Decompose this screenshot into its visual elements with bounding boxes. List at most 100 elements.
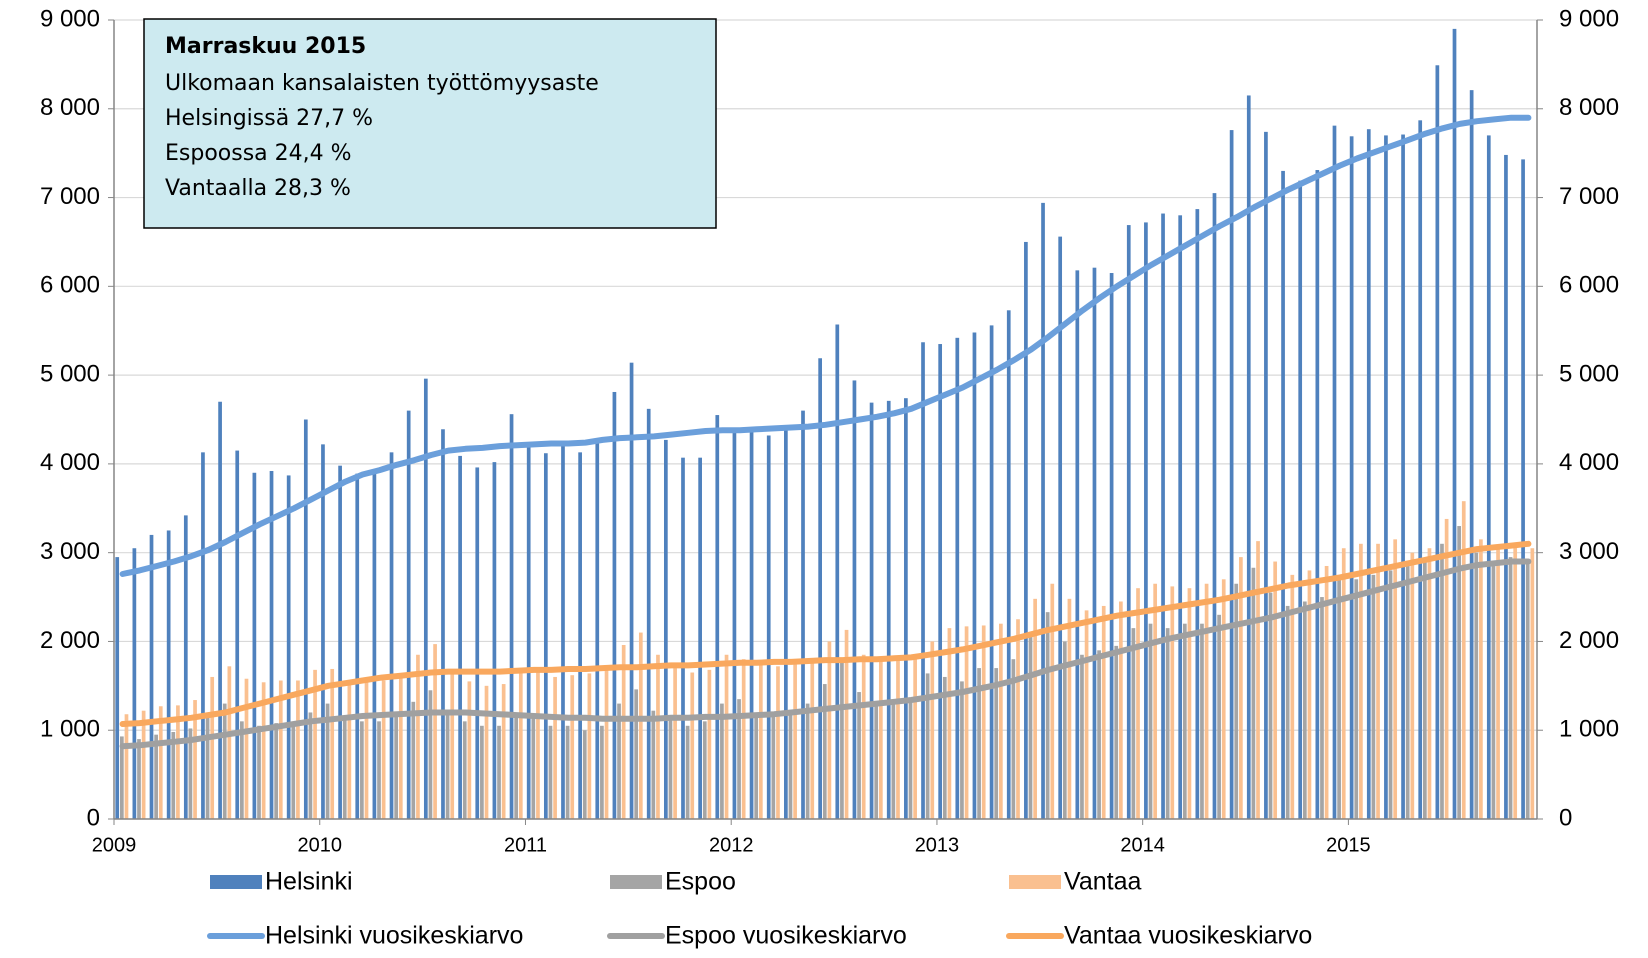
bar [1405, 565, 1410, 819]
bar [1239, 557, 1243, 819]
bar [360, 721, 364, 819]
bar [1388, 570, 1393, 819]
bar [1217, 614, 1221, 819]
bar [1376, 543, 1380, 819]
bar [913, 654, 917, 819]
bar [480, 725, 484, 819]
bar [244, 678, 249, 819]
bar [1229, 130, 1234, 819]
annotation-line: Vantaalla 28,3 % [165, 176, 351, 201]
bar [188, 728, 193, 819]
bar [1264, 131, 1268, 820]
x-tick-label: 2012 [709, 834, 754, 856]
bar [240, 721, 244, 819]
bar [977, 668, 981, 819]
legend-label: Helsinki [265, 868, 353, 896]
bar [548, 725, 553, 819]
bar [120, 736, 124, 819]
y-tick-label: 6 000 [40, 272, 100, 299]
bar [904, 398, 908, 819]
bar [330, 668, 335, 819]
bar [274, 723, 279, 819]
bar [651, 710, 656, 819]
x-tick-label: 2011 [504, 834, 547, 856]
bar [210, 676, 215, 819]
bar [1148, 623, 1153, 819]
bar [942, 676, 947, 819]
bar [707, 669, 712, 819]
bar [852, 380, 857, 819]
bar [1251, 567, 1256, 819]
bar [1028, 632, 1033, 819]
bar [158, 706, 163, 819]
marks [115, 28, 1535, 820]
bar [685, 725, 690, 819]
bar [377, 721, 381, 819]
bar [1457, 526, 1461, 819]
bar [428, 690, 433, 819]
bar [1418, 120, 1423, 819]
bar [857, 692, 861, 819]
x-tick-label: 2014 [1120, 834, 1165, 856]
bar [296, 680, 300, 819]
bar [115, 557, 120, 819]
bar [1109, 273, 1114, 819]
bar [1268, 592, 1273, 819]
bar [193, 700, 197, 819]
y2-tick-label: 1 000 [1559, 716, 1619, 743]
bar [1491, 561, 1496, 819]
bar [600, 725, 604, 819]
bar [1050, 583, 1055, 819]
bar [1114, 645, 1119, 819]
bar [925, 673, 930, 819]
bar [1101, 605, 1106, 819]
y2-tick-label: 8 000 [1559, 94, 1619, 121]
y2-tick-label: 5 000 [1559, 360, 1619, 387]
bar [201, 452, 205, 819]
bar [1195, 209, 1200, 819]
bar [137, 739, 141, 819]
bar [673, 668, 677, 819]
bar [565, 725, 570, 819]
bar [1504, 154, 1508, 820]
bar [570, 675, 575, 819]
bar [1298, 180, 1303, 820]
bar [1341, 548, 1346, 819]
bar [501, 684, 506, 819]
bar [741, 659, 746, 819]
x-tick-label: 2013 [915, 834, 960, 856]
legend-label: Helsinki vuosikeskiarvo [265, 922, 523, 950]
bar [801, 410, 805, 819]
annotation-title: Marraskuu 2015 [165, 34, 366, 59]
bar [291, 725, 296, 819]
bar [347, 680, 352, 819]
bar [278, 680, 283, 819]
bar [445, 712, 450, 819]
bar [634, 689, 639, 819]
bar [467, 681, 472, 819]
bar [668, 716, 673, 819]
bar [171, 731, 176, 819]
bar [732, 428, 737, 819]
bar [629, 362, 634, 819]
bar [492, 462, 497, 819]
bar [536, 669, 540, 819]
bar [1119, 601, 1123, 819]
bar [681, 457, 685, 819]
bar [1165, 628, 1170, 819]
legend-swatch [610, 875, 662, 889]
bar [896, 659, 900, 819]
bar [878, 659, 883, 819]
bar [1461, 501, 1466, 819]
bar [1337, 579, 1341, 819]
bar [784, 426, 788, 819]
line [119, 114, 1532, 577]
bar [827, 641, 832, 819]
bar [891, 703, 896, 819]
bar [411, 701, 416, 819]
y2-tick-label: 9 000 [1559, 5, 1619, 32]
bar [389, 452, 394, 819]
bar [222, 703, 227, 819]
bar [1320, 597, 1324, 819]
